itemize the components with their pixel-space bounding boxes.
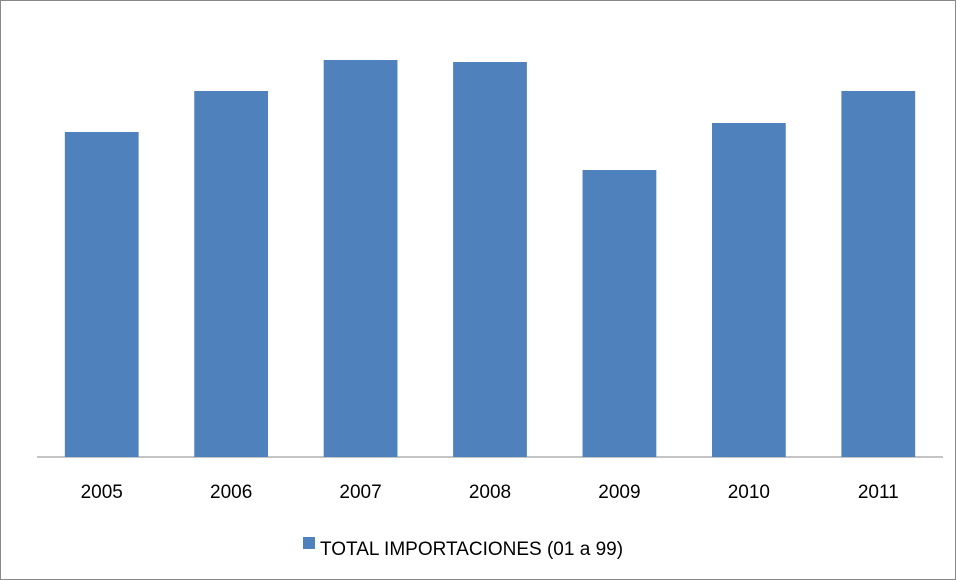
bar bbox=[323, 60, 398, 457]
x-tick-label: 2007 bbox=[339, 482, 381, 503]
bar bbox=[582, 170, 657, 457]
x-tick-label: 2008 bbox=[469, 482, 511, 503]
x-tick-label: 2009 bbox=[598, 482, 640, 503]
x-tick-label: 2011 bbox=[858, 482, 899, 503]
bar bbox=[841, 91, 916, 457]
bar bbox=[453, 62, 527, 457]
legend-swatch bbox=[303, 537, 315, 549]
x-tick-label: 2010 bbox=[728, 482, 770, 503]
bar bbox=[64, 132, 139, 457]
x-tick-label: 2006 bbox=[210, 482, 252, 503]
legend-label: TOTAL IMPORTACIONES (01 a 99) bbox=[320, 539, 623, 560]
bar bbox=[194, 91, 269, 457]
bar bbox=[711, 123, 786, 457]
x-tick-label: 2005 bbox=[81, 482, 123, 503]
